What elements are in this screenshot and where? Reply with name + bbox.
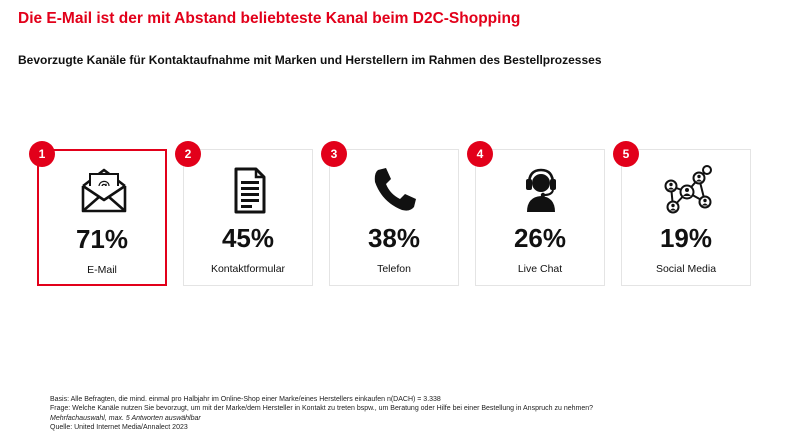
rank-badge: 5	[613, 141, 639, 167]
value-label: 71%	[75, 224, 129, 254]
footnotes: Basis: Alle Befragten, die mind. einmal …	[50, 395, 593, 432]
headset-icon	[515, 164, 567, 216]
value-label: 26%	[513, 223, 567, 253]
rank-badge: 2	[175, 141, 201, 167]
document-icon	[223, 164, 275, 216]
category-label: E-Mail	[87, 264, 117, 276]
chart-subtitle: Bevorzugte Kanäle für Kontaktaufnahme mi…	[18, 53, 602, 67]
channel-card-social-media: 5	[613, 141, 751, 286]
footnote-basis: Basis: Alle Befragten, die mind. einmal …	[50, 396, 441, 403]
channel-card-email: 1 @ 71% E-Mail	[29, 141, 167, 286]
footnote-note: Mehrfachauswahl, max. 5 Antworten auswäh…	[50, 414, 201, 422]
channel-card-kontaktformular: 2 45% Kontaktformular	[175, 141, 313, 286]
rank-badge: 4	[467, 141, 493, 167]
category-label: Kontaktformular	[210, 263, 286, 275]
category-label: Live Chat	[517, 263, 563, 275]
value-label: 45%	[221, 223, 275, 253]
value-label: 19%	[659, 223, 713, 253]
channel-card-live-chat: 4 26% Live Chat	[467, 141, 605, 286]
category-label: Social Media	[655, 263, 717, 275]
rank-badge: 3	[321, 141, 347, 167]
page-title: Die E-Mail ist der mit Abstand beliebtes…	[18, 10, 521, 27]
value-label: 38%	[367, 223, 421, 253]
footnote-question: Frage: Welche Kanäle nutzen Sie bevorzug…	[50, 405, 594, 413]
footnote-source: Quelle: United Internet Media/Annalect 2…	[50, 423, 188, 431]
category-label: Telefon	[377, 263, 411, 275]
email-icon: @	[78, 165, 130, 217]
channel-card-telefon: 3 38% Telefon	[321, 141, 459, 286]
network-icon	[661, 164, 713, 216]
rank-badge: 1	[29, 141, 55, 167]
phone-icon	[369, 164, 421, 216]
